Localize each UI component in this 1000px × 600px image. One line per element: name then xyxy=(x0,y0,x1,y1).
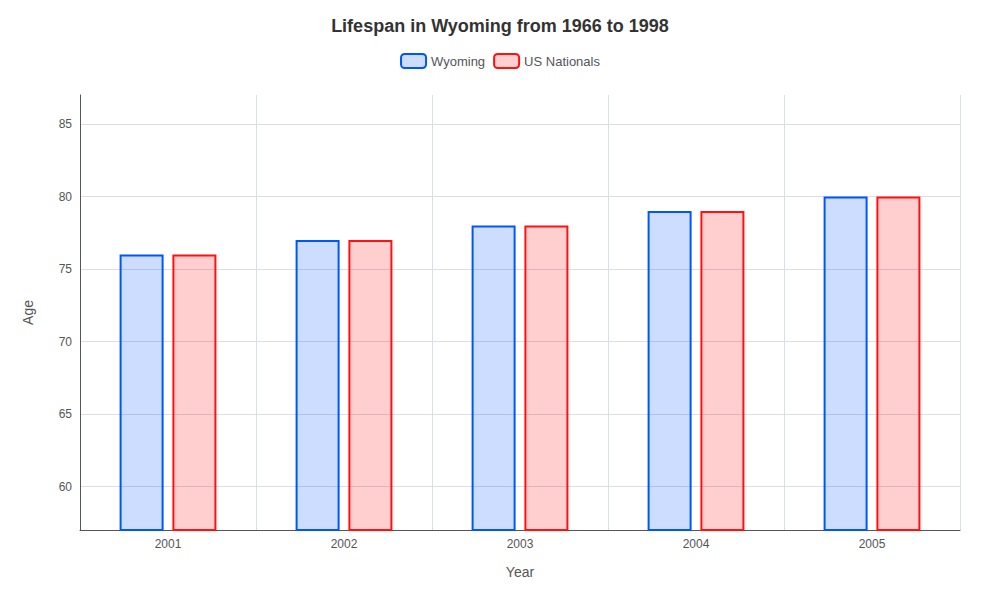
svg-text:65: 65 xyxy=(59,407,73,421)
svg-text:Lifespan in Wyoming from 1966: Lifespan in Wyoming from 1966 to 1998 xyxy=(331,16,669,36)
svg-text:2003: 2003 xyxy=(507,537,534,551)
svg-text:75: 75 xyxy=(59,262,73,276)
svg-text:US Nationals: US Nationals xyxy=(524,54,600,69)
svg-text:Year: Year xyxy=(506,564,535,580)
svg-text:2001: 2001 xyxy=(155,537,182,551)
svg-text:80: 80 xyxy=(59,190,73,204)
svg-text:2002: 2002 xyxy=(331,537,358,551)
svg-text:2004: 2004 xyxy=(683,537,710,551)
svg-text:85: 85 xyxy=(59,117,73,131)
svg-text:70: 70 xyxy=(59,335,73,349)
svg-text:Age: Age xyxy=(20,300,36,325)
svg-text:2005: 2005 xyxy=(859,537,886,551)
svg-text:Wyoming: Wyoming xyxy=(431,54,485,69)
svg-text:60: 60 xyxy=(59,480,73,494)
